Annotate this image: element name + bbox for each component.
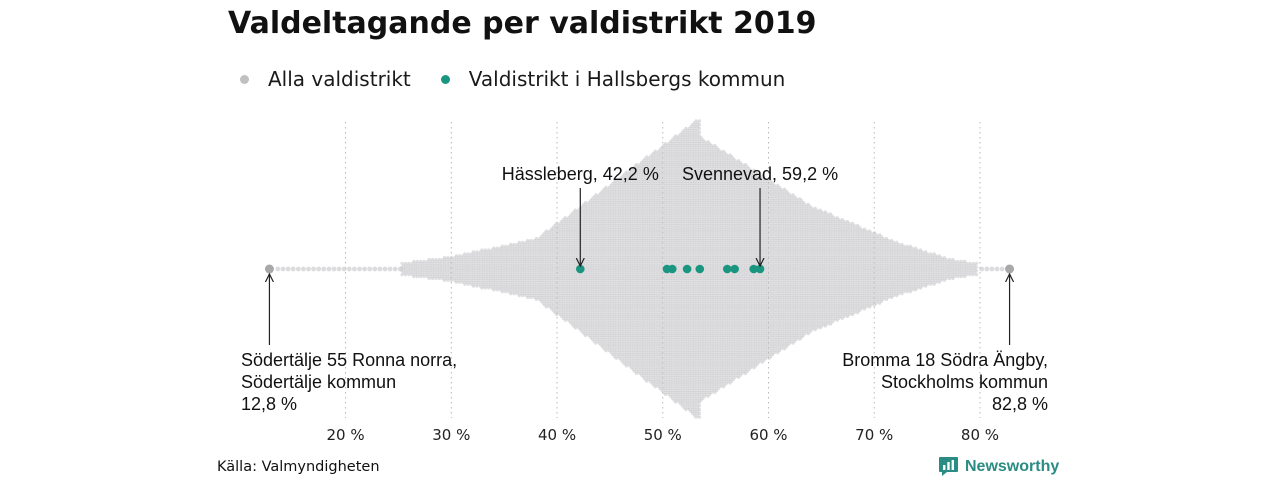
swarm-point xyxy=(285,266,291,272)
x-tick-label: 30 % xyxy=(432,426,470,444)
swarm-point xyxy=(352,266,357,272)
swarm-point xyxy=(341,266,347,272)
swarm-point xyxy=(275,266,281,272)
legend-label-hallsberg: Valdistrikt i Hallsbergs kommun xyxy=(468,67,786,91)
swarm-point xyxy=(377,266,383,272)
swarm-point xyxy=(362,266,367,272)
swarm-point xyxy=(306,266,311,272)
x-tick-label: 70 % xyxy=(855,426,893,444)
swarm-point xyxy=(321,266,327,272)
x-tick-label: 60 % xyxy=(749,426,787,444)
swarm-point xyxy=(372,266,378,272)
legend-swatch-hallsberg xyxy=(440,74,450,84)
swarm-point xyxy=(280,266,286,272)
chart-title: Valdeltagande per valdistrikt 2019 xyxy=(228,6,817,41)
x-tick-label: 50 % xyxy=(644,426,682,444)
swarm-point xyxy=(367,266,373,272)
swarm-point xyxy=(295,266,301,272)
swarm-point xyxy=(326,266,332,272)
legend-swatch-all-districts xyxy=(240,74,249,84)
legend-item-all-districts: Alla valdistrikt xyxy=(240,67,411,91)
swarm-point xyxy=(336,266,342,272)
swarm-point xyxy=(311,266,316,272)
legend: Alla valdistrikt Valdistrikt i Hallsberg… xyxy=(240,67,815,91)
swarm-point xyxy=(357,266,362,272)
x-tick-label: 40 % xyxy=(538,426,576,444)
swarm-point xyxy=(301,266,306,272)
swarm-point xyxy=(331,266,337,272)
swarm-point xyxy=(382,266,388,272)
swarm-point xyxy=(290,266,296,272)
legend-item-hallsberg: Valdistrikt i Hallsbergs kommun xyxy=(440,67,786,91)
swarm-point xyxy=(316,266,322,272)
swarm-point xyxy=(346,266,352,272)
x-tick-label: 80 % xyxy=(961,426,999,444)
beeswarm-all-districts xyxy=(275,119,1005,419)
chart-plot-area: 20 % 30 % 40 % 50 % 60 % 70 % 80 %Hässleberg, … xyxy=(241,119,1048,444)
swarm-point xyxy=(392,266,398,272)
x-tick-label: 20 % xyxy=(327,426,365,444)
swarm-point xyxy=(387,266,393,272)
legend-label-all-districts: Alla valdistrikt xyxy=(268,67,411,91)
